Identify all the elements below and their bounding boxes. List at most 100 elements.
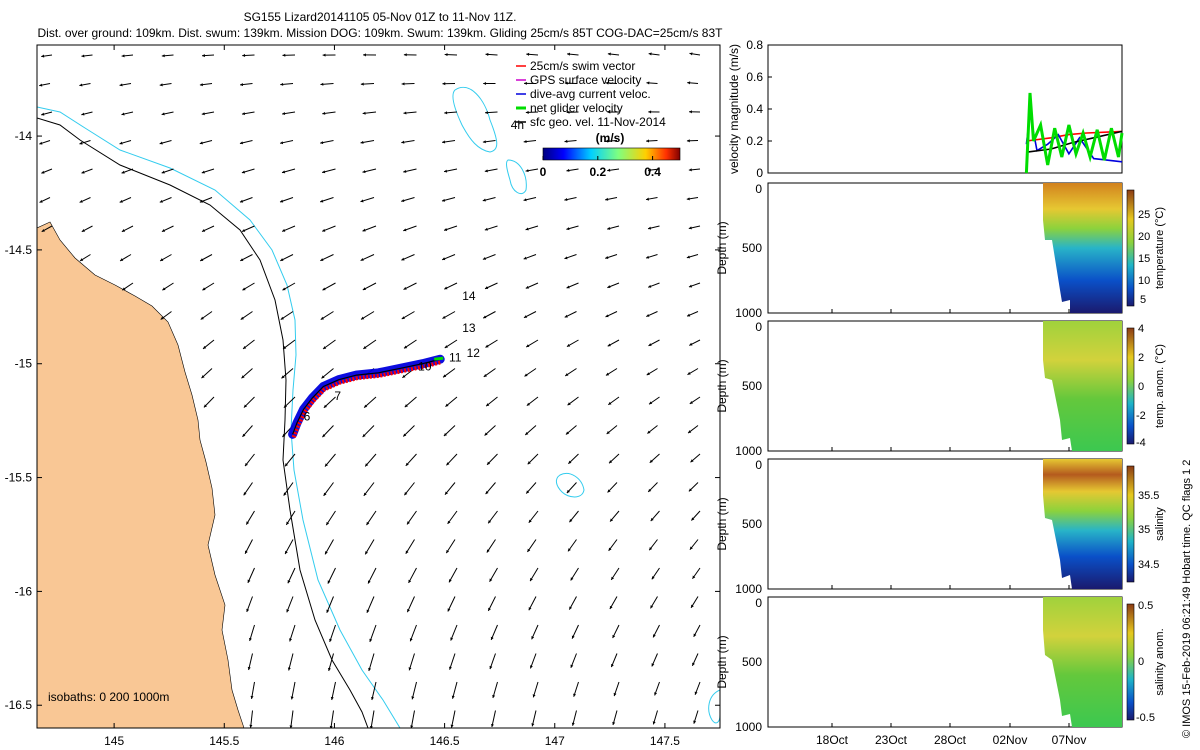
- geo-vector-head: [648, 52, 652, 56]
- geo-vector-head: [325, 551, 328, 555]
- geo-vector-head: [609, 460, 613, 464]
- geo-vector-head: [485, 344, 489, 348]
- geo-vector-head: [444, 169, 448, 173]
- geo-vector-head: [646, 255, 650, 259]
- temperature-cbar-label: temperature (°C): [1154, 207, 1166, 289]
- geo-vector-head: [569, 606, 573, 610]
- geo-vector-head: [81, 112, 85, 116]
- geo-vector-shaft: [366, 596, 375, 613]
- geo-vector-head: [690, 459, 694, 463]
- geo-vector-head: [287, 667, 291, 671]
- geo-vector-head: [280, 258, 284, 261]
- land-mass: [37, 221, 245, 728]
- geo-vector-head: [605, 81, 609, 85]
- geo-vector-head: [282, 228, 286, 232]
- geo-vector-head: [199, 83, 203, 87]
- geo-vector-head: [688, 284, 693, 288]
- velocity-ticks: 0 0.2 0.4 0.6 0.8: [746, 38, 772, 180]
- geo-vector-head: [289, 638, 292, 642]
- geo-vector-head: [326, 521, 330, 526]
- depth-panels: Depth (m) 0 500 1000 25 20 15 10 5 tempe…: [715, 182, 1166, 747]
- geo-vector-head: [202, 54, 205, 58]
- temperature-cbtick-10: 10: [1138, 275, 1150, 287]
- geo-vector-head: [607, 52, 611, 56]
- geo-vector-head: [409, 638, 413, 642]
- geo-vector-head: [282, 433, 286, 438]
- geo-vector-head: [529, 665, 533, 669]
- geo-vector-head: [607, 226, 611, 230]
- velocity-ytick-label: 0.8: [746, 38, 763, 52]
- geo-vector-head: [571, 635, 575, 639]
- day-label: 11: [449, 350, 462, 364]
- geo-vector-shaft: [286, 596, 294, 613]
- temperature-cbtick-20: 20: [1138, 231, 1150, 243]
- temp-anom-cbtick-2: 2: [1138, 352, 1144, 364]
- geo-vector-head: [564, 139, 568, 143]
- geo-vector-head: [322, 111, 326, 115]
- geo-vector-head: [240, 316, 244, 320]
- map-xtick-label: 146.5: [430, 734, 460, 748]
- geo-vector-shaft: [329, 624, 336, 643]
- geo-vector-head: [650, 517, 654, 522]
- geo-vector-head: [282, 53, 286, 57]
- velocity-series: [1024, 92, 1124, 174]
- geo-vector-shaft: [370, 710, 375, 728]
- geo-vector-head: [648, 488, 652, 492]
- geo-vector-head: [289, 725, 293, 728]
- geo-vector-shaft: [324, 539, 334, 555]
- geo-vector-head: [649, 547, 653, 551]
- reef-outline-3: [555, 473, 585, 498]
- geo-vector-head: [564, 81, 568, 85]
- map-frame: [36, 44, 721, 729]
- geo-vector-head: [242, 433, 246, 437]
- geo-vector-head: [524, 81, 527, 85]
- map-xtick-label: 145: [104, 734, 124, 748]
- geo-vector-head: [245, 550, 248, 554]
- geo-vector-head: [610, 518, 614, 522]
- geo-vector-head: [689, 546, 693, 550]
- geo-vector-head: [159, 141, 163, 145]
- geo-vector-head: [121, 228, 126, 232]
- geo-vector-head: [488, 520, 492, 524]
- geo-vector-head: [282, 112, 286, 116]
- geo-vector-head: [689, 52, 693, 56]
- figure-title-line1: SG155 Lizard20141105 05-Nov 01Z to 11-No…: [244, 10, 517, 24]
- geo-vector-shaft: [409, 624, 417, 642]
- geo-vector-head: [689, 110, 692, 114]
- geo-vector-head: [444, 491, 448, 495]
- geo-vector-head: [285, 550, 288, 555]
- temp-anom-cbtick-4: 4: [1138, 323, 1144, 335]
- salinity-cbtick-345: 34.5: [1138, 559, 1159, 571]
- geo-vector-head: [329, 725, 333, 728]
- day-label: 4h: [511, 118, 524, 132]
- geo-vector-head: [161, 170, 165, 174]
- figure-title-line2: Dist. over ground: 109km. Dist. swum: 13…: [37, 26, 723, 40]
- geo-vector-head: [243, 404, 247, 408]
- geo-vector-head: [160, 316, 164, 320]
- salinity-anom-section: [1043, 597, 1122, 727]
- geo-vector-shaft: [331, 681, 336, 701]
- geo-vector-shaft: [325, 510, 336, 526]
- temperature-section: [1043, 183, 1122, 313]
- geo-vector-head: [689, 400, 693, 404]
- geo-vector-head: [444, 345, 448, 348]
- geo-vector-head: [566, 168, 570, 172]
- geo-vector-head: [281, 375, 285, 379]
- geo-vector-head: [564, 256, 568, 260]
- legend-geo-label: sfc geo. vel. 11-Nov-2014: [530, 115, 666, 129]
- geo-vector-head: [693, 720, 697, 724]
- geo-vector-head: [79, 83, 83, 87]
- geo-vector-head: [411, 696, 415, 700]
- geo-vector-head: [526, 52, 530, 56]
- geo-vector-head: [239, 199, 244, 203]
- geo-vector-head: [404, 404, 408, 408]
- geo-vector-head: [686, 139, 690, 143]
- geo-vector-head: [607, 285, 611, 289]
- geo-vector-head: [564, 198, 568, 202]
- geo-vector-head: [607, 343, 611, 347]
- salinity-section: [1043, 459, 1122, 589]
- salinity-cbar-label: salinity: [1154, 507, 1166, 541]
- geo-vector-head: [39, 199, 43, 203]
- velocity-ylabel: velocity magnitude (m/s): [727, 44, 741, 174]
- geo-vector-head: [446, 462, 450, 466]
